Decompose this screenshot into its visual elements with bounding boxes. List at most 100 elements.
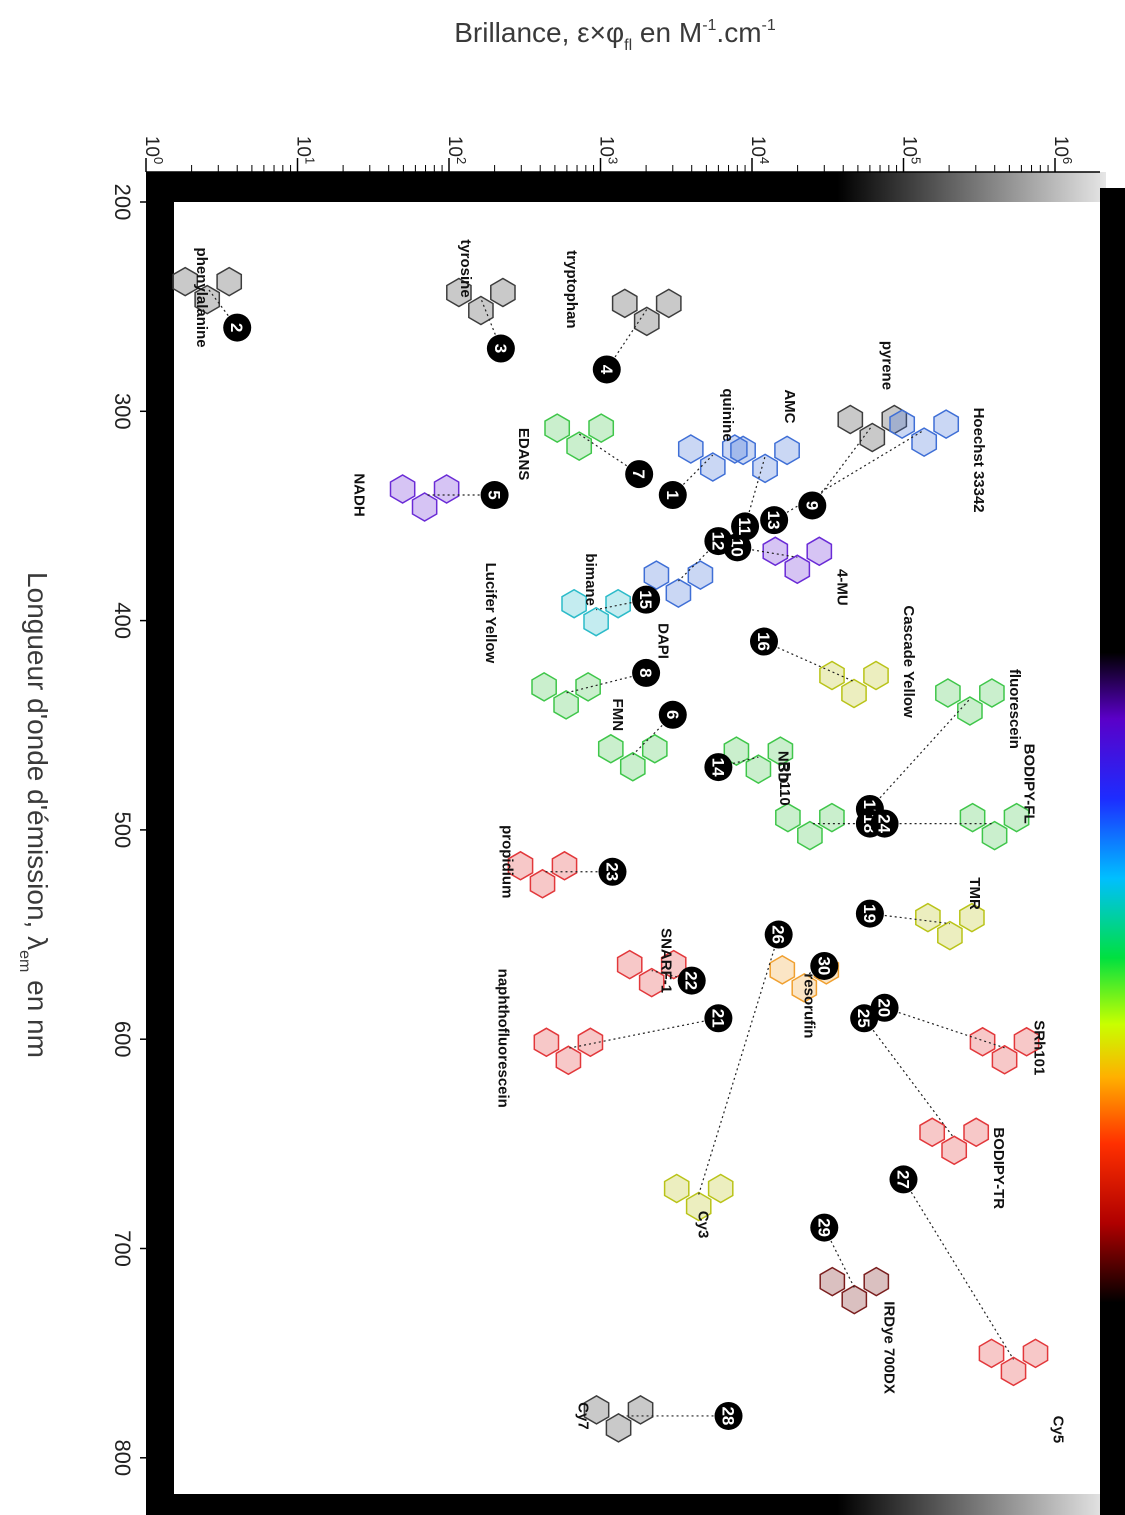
marker-16: 16 — [749, 627, 778, 656]
marker-number: 9 — [802, 501, 821, 510]
marker-dot — [855, 899, 884, 928]
ring-shape — [819, 1266, 846, 1297]
ring-shape — [551, 850, 578, 881]
ring-shape — [605, 588, 631, 619]
structure-29: IRDye 700DX — [819, 1266, 897, 1394]
y-tick-labels: 200 300 400 500 600 700 800 — [110, 184, 146, 1476]
leader-line — [902, 1179, 1015, 1360]
ring-shape — [819, 802, 845, 833]
ring-shape — [446, 277, 472, 308]
structure-16: Cascade Yellow — [819, 605, 917, 718]
marker-dot — [704, 753, 733, 782]
x-tick-label: 100 — [141, 136, 166, 164]
frame-top-bar — [146, 172, 1106, 202]
molecule-name-15: bimane — [582, 553, 599, 606]
structure-15: bimane — [561, 553, 631, 637]
marker-number: 6 — [663, 710, 682, 719]
ring-shape — [575, 672, 601, 702]
ring-shape — [597, 733, 624, 764]
marker-number: 19 — [860, 904, 879, 923]
marker-number: 8 — [636, 668, 655, 677]
marker-number: 7 — [629, 469, 648, 478]
ring-shape — [707, 1173, 734, 1204]
leader-line — [869, 913, 950, 925]
marker-number: 20 — [875, 998, 894, 1017]
marker-30: 30 — [810, 951, 839, 980]
structure-6: FMN — [597, 699, 668, 782]
molecule-name-24: BODIPY-FL — [1021, 744, 1038, 824]
ring-shape — [638, 967, 665, 998]
marker-number: 21 — [708, 1009, 727, 1028]
marker-number: 12 — [708, 532, 727, 551]
molecule-name-14: NBD — [774, 751, 791, 784]
leader-line — [606, 309, 648, 370]
ring-shape — [935, 678, 961, 708]
marker-24: 24 — [870, 809, 899, 838]
marker-dot — [749, 627, 778, 656]
marker-dot — [704, 527, 733, 556]
ring-shape — [633, 306, 660, 337]
molecule-name-3: tyrosine — [457, 239, 474, 297]
marker-dot — [760, 506, 789, 535]
marker-number: 3 — [491, 344, 510, 353]
ring-shape — [863, 1266, 890, 1297]
molecule-name-27: Cy5 — [1050, 1416, 1067, 1444]
ring-shape — [969, 1026, 996, 1057]
leader-line — [744, 456, 766, 527]
ring-shape — [619, 751, 646, 782]
marker-number: 15 — [636, 590, 655, 609]
marker-25: 25 — [850, 1004, 879, 1033]
ring-shape — [837, 404, 864, 435]
molecule-name-6: FMN — [609, 699, 626, 732]
molecule-name-10: 4-MU — [833, 569, 850, 606]
marker-8: 8 — [632, 658, 661, 687]
ring-shape — [791, 973, 818, 1003]
plot-area — [174, 202, 1100, 1494]
marker-number: 23 — [602, 862, 621, 881]
x-tick-label: 106 — [1050, 136, 1075, 164]
leader-line — [578, 433, 640, 475]
ring-shape — [566, 431, 593, 461]
ring-shape — [919, 1117, 946, 1148]
structure-21: naphthofluorescein — [494, 969, 604, 1108]
marker-number: 30 — [814, 956, 833, 975]
ring-shape — [730, 435, 756, 466]
ring-shape — [616, 949, 643, 980]
structure-26: Cy3 — [663, 1173, 734, 1238]
ring-shape — [959, 802, 986, 833]
molecule-name-30: resorufin — [800, 973, 817, 1038]
marker-dot — [714, 1401, 743, 1430]
marker-number: 24 — [875, 814, 894, 833]
ring-shape — [490, 277, 516, 308]
ring-shape — [863, 660, 889, 691]
ring-shape — [1013, 1026, 1040, 1057]
ring-shape — [677, 434, 704, 464]
molecule-name-11: AMC — [781, 389, 798, 423]
structure-10: 4-MU — [762, 536, 850, 606]
ring-shape — [991, 1044, 1018, 1075]
leader-line — [565, 672, 647, 694]
molecule-name-17: fluorescein — [1006, 669, 1023, 749]
leader-line — [206, 287, 238, 328]
marker-14: 14 — [704, 753, 733, 782]
leader-line — [698, 934, 780, 1195]
marker-21: 21 — [704, 1004, 733, 1033]
marker-dot — [598, 857, 627, 886]
marker-dot — [486, 334, 515, 363]
marker-number: 5 — [485, 490, 504, 499]
structure-11: AMC — [730, 389, 800, 484]
ring-shape — [655, 288, 682, 319]
x-axis-ticks — [145, 158, 1056, 172]
y-axis-title: Longueur d'onde d'émission, λem en nm — [16, 572, 53, 1058]
molecule-name-12: DAPI — [654, 623, 671, 659]
marker-dot — [223, 313, 252, 342]
ring-shape — [507, 850, 534, 881]
marker-number: 22 — [682, 971, 701, 990]
structure-18: Rh110 — [775, 762, 845, 851]
frame-bottom-bar — [146, 1494, 1106, 1515]
ring-shape — [583, 606, 609, 637]
ring-shape — [555, 1045, 582, 1076]
y-tick-label: 600 — [110, 1021, 135, 1058]
molecule-name-2: phenylalanine — [193, 248, 210, 348]
